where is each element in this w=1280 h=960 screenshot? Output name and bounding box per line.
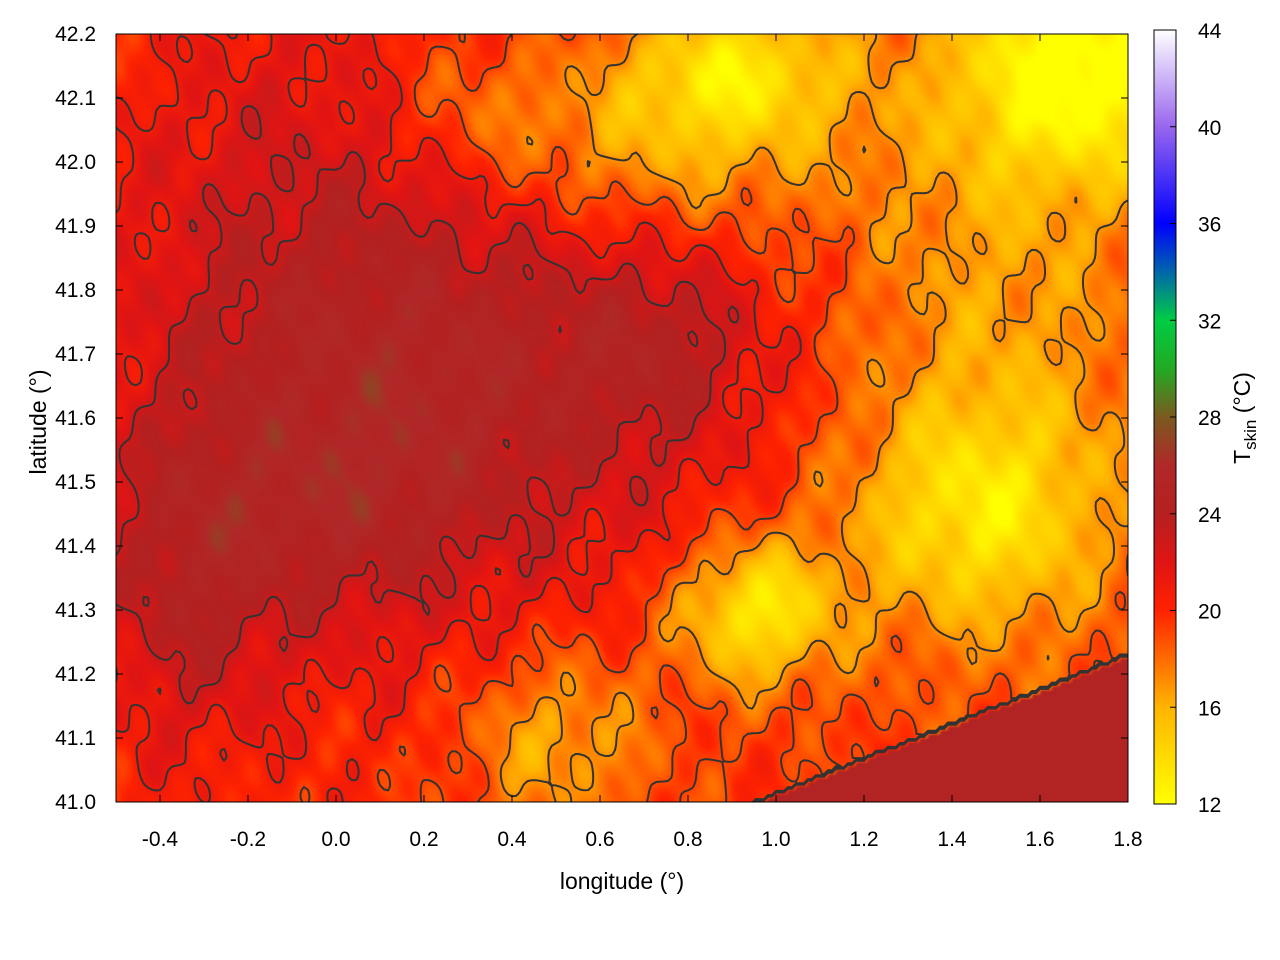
y-tick-label: 41.8 (55, 279, 96, 302)
contour-line (499, 34, 1128, 802)
colorbar-tick-label: 20 (1198, 601, 1221, 624)
colorbar-title: Tskin (°C) (1229, 372, 1260, 464)
x-tick-label: 1.0 (761, 828, 790, 851)
y-tick-label: 41.7 (55, 343, 96, 366)
colorbar-title-main: T (1229, 450, 1255, 464)
y-tick-label: 42.1 (55, 87, 96, 110)
y-tick-label: 41.6 (55, 407, 96, 430)
x-tick-label: -0.4 (142, 828, 179, 851)
y-tick-label: 41.3 (55, 599, 96, 622)
x-tick-label: 0.4 (497, 828, 527, 851)
contour-line (299, 34, 1128, 802)
y-axis-title: latitude (°) (25, 369, 51, 474)
colorbar-tick-label: 12 (1198, 794, 1221, 817)
colorbar-tick-label: 44 (1198, 20, 1222, 43)
x-tick-label: -0.2 (230, 828, 266, 851)
colorbar-tick-label: 24 (1198, 504, 1222, 527)
y-tick-label: 42.0 (55, 151, 96, 174)
y-tick-label: 41.2 (55, 663, 96, 686)
x-tick-label: 1.4 (937, 828, 967, 851)
colorbar-tick-label: 40 (1198, 117, 1221, 140)
x-tick-label: 1.2 (849, 828, 878, 851)
colorbar-title-unit: (°C) (1229, 372, 1255, 420)
y-tick-label: 42.2 (55, 23, 96, 46)
y-tick-label: 41.1 (55, 727, 96, 750)
contour-line (116, 105, 1128, 802)
x-tick-label: 0.0 (321, 828, 350, 851)
x-tick-label: 0.6 (585, 828, 614, 851)
y-axis: 41.0 41.1 41.2 41.3 41.4 41.5 41.6 41.7 41.8 41.9… (55, 23, 1128, 814)
colorbar-ticks: 12 16 20 24 28 32 36 40 44 (1170, 20, 1222, 817)
colorbar-tick-label: 36 (1198, 214, 1221, 237)
x-axis-title: longitude (°) (560, 868, 684, 894)
colorbar-tick-label: 32 (1198, 310, 1221, 333)
contour-lines (116, 34, 1128, 802)
colorbar-tick-label: 28 (1198, 407, 1221, 430)
heatmap-field (116, 34, 1128, 802)
y-tick-label: 41.4 (55, 535, 96, 558)
colorbar-title-sub: skin (1241, 420, 1260, 450)
y-tick-label: 41.9 (55, 215, 96, 238)
colorbar-tick-label: 16 (1198, 697, 1221, 720)
x-axis: -0.4 -0.2 0.0 0.2 0.4 0.6 0.8 1.0 1.2 1.4 1.6 1.8 (142, 34, 1143, 851)
x-tick-label: 0.8 (673, 828, 702, 851)
x-tick-label: 1.8 (1113, 828, 1142, 851)
y-tick-label: 41.5 (55, 471, 96, 494)
colorbar: 12 16 20 24 28 32 36 40 44 Tskin (°C) (1153, 20, 1260, 817)
x-tick-label: 1.6 (1025, 828, 1054, 851)
y-tick-label: 41.0 (55, 791, 96, 814)
x-tick-label: 0.2 (409, 828, 438, 851)
heatmap-raster (116, 34, 1128, 802)
